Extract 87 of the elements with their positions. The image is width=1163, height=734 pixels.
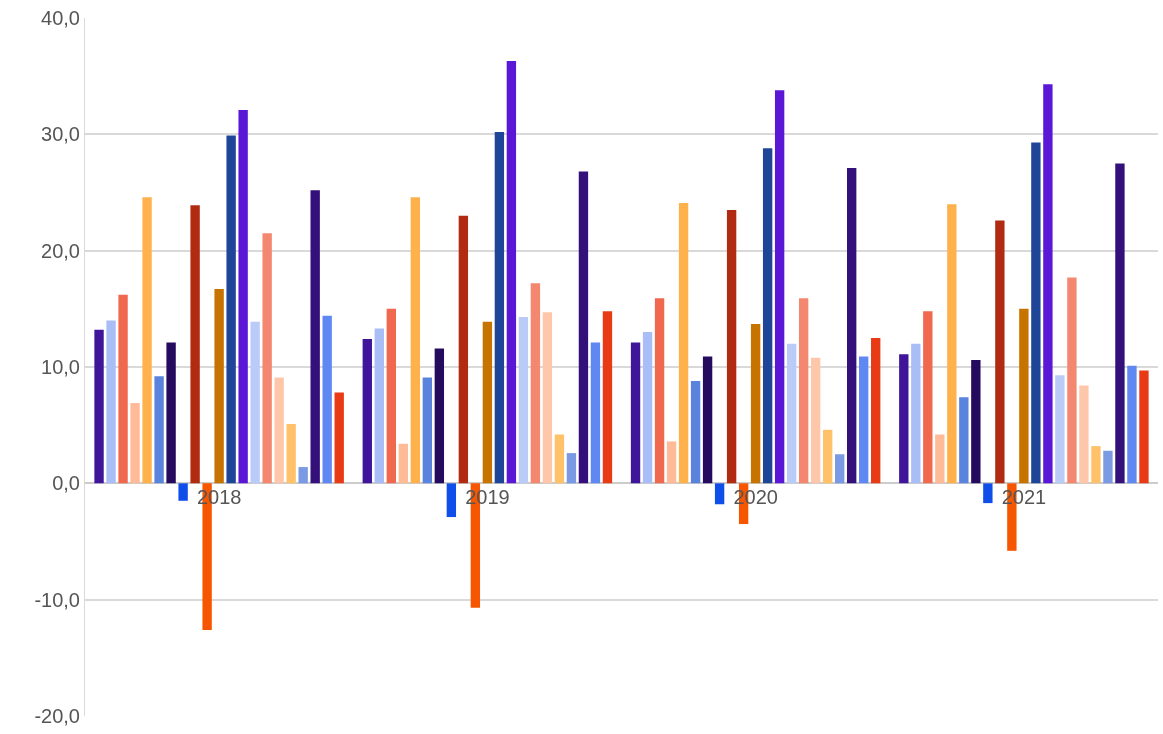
bar (859, 356, 869, 484)
bar (506, 61, 517, 484)
bar (410, 197, 421, 484)
bar (590, 342, 601, 484)
bar (554, 434, 565, 484)
y-tick-label: 20,0 (41, 239, 80, 262)
bar (310, 190, 320, 484)
bar (286, 424, 296, 484)
bar (911, 343, 921, 484)
y-tick-label: 40,0 (41, 7, 80, 29)
bar (1055, 375, 1065, 484)
bar (1067, 277, 1077, 484)
bar (630, 342, 641, 484)
y-tick-label: -20,0 (34, 705, 80, 727)
bar (690, 380, 701, 484)
bar (118, 294, 128, 484)
bar (142, 197, 152, 484)
bar (654, 298, 665, 484)
y-tick-label: 0,0 (52, 472, 80, 495)
bar (106, 320, 116, 484)
bar (154, 376, 164, 484)
bar (530, 283, 541, 484)
bar (822, 429, 833, 484)
bar (798, 298, 809, 484)
bar (642, 332, 653, 484)
bar (947, 204, 957, 484)
bar (959, 397, 969, 484)
bar (482, 321, 493, 484)
bar (542, 312, 553, 484)
bar (1139, 370, 1149, 484)
bar (94, 329, 104, 484)
bar (1115, 163, 1125, 484)
bar (1091, 446, 1101, 484)
y-tick-label: 10,0 (41, 356, 80, 378)
bar (750, 323, 761, 484)
bar (1103, 450, 1113, 484)
bar (422, 377, 433, 484)
bar (678, 202, 689, 484)
y-tick-label: -10,0 (34, 588, 80, 611)
bar (871, 337, 881, 484)
bar (834, 454, 845, 484)
bar (334, 392, 344, 484)
bar (214, 289, 224, 484)
bar (190, 205, 200, 484)
bar (362, 339, 372, 484)
bar (1127, 365, 1137, 484)
bar (494, 132, 505, 484)
bar (847, 168, 857, 484)
bar (666, 441, 677, 484)
bar (899, 354, 909, 484)
bar (774, 90, 785, 484)
bar (130, 403, 140, 484)
bar (446, 483, 457, 518)
bar (923, 311, 933, 484)
bar (726, 209, 737, 484)
bar (566, 453, 577, 484)
bar (935, 434, 945, 484)
bar (178, 483, 188, 501)
bar (983, 483, 993, 504)
bar (762, 148, 773, 484)
bar (578, 171, 589, 484)
bar (1079, 385, 1089, 484)
bar (262, 233, 272, 484)
bar (786, 343, 797, 484)
bar (714, 483, 725, 505)
bar (810, 357, 821, 484)
bar (250, 321, 260, 484)
bar (274, 377, 284, 484)
bar (971, 360, 981, 484)
bar (166, 342, 176, 484)
bar (374, 328, 384, 484)
bar (322, 315, 332, 484)
bar (434, 348, 445, 484)
bar (1031, 142, 1041, 484)
bar (298, 467, 308, 484)
bar (1019, 308, 1029, 484)
bar (226, 135, 236, 484)
bar (386, 308, 396, 484)
bar (398, 443, 409, 484)
y-tick-label: 30,0 (41, 123, 80, 146)
bar (995, 220, 1005, 484)
bar (602, 311, 613, 484)
bar (518, 316, 529, 484)
bar (1043, 84, 1053, 484)
bar (458, 215, 469, 484)
bar (702, 356, 713, 484)
bar (238, 109, 248, 484)
